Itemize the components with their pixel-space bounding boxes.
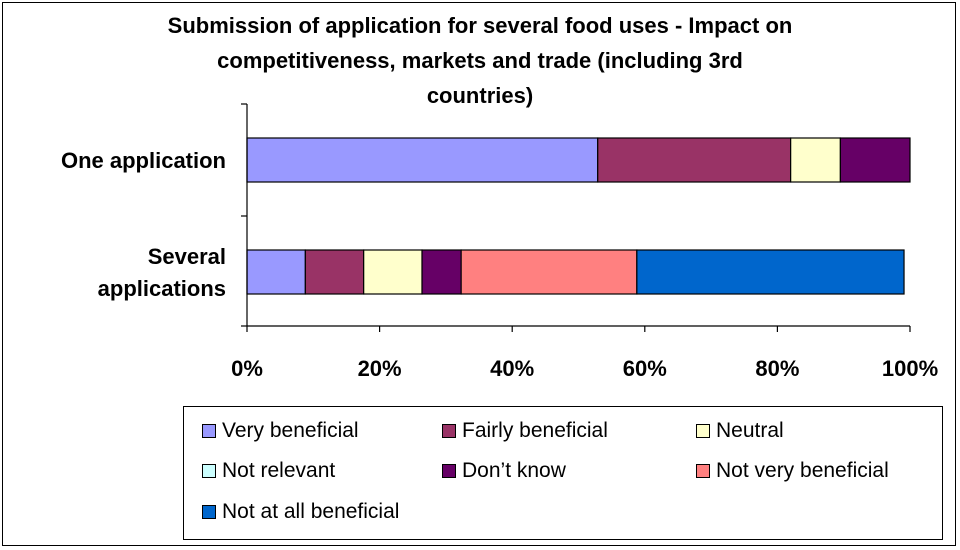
legend-item-5: Don’t know (442, 459, 566, 483)
x-tick-label-3: 40% (490, 356, 534, 381)
legend-item-6: Not very beneficial (696, 459, 889, 483)
legend-item-3: Neutral (696, 419, 784, 443)
legend-swatch-6 (696, 464, 710, 478)
bar-segment-2-7 (636, 249, 905, 295)
legend-label-3: Neutral (716, 419, 784, 442)
legend-swatch-7 (202, 505, 216, 519)
bar-segment-1-1 (246, 137, 599, 183)
legend-label-7: Not at all beneficial (222, 500, 400, 523)
legend-swatch-2 (442, 424, 456, 438)
chart-title: Submission of application for several fo… (60, 8, 900, 113)
bar-segment-1-2 (597, 137, 792, 183)
legend-swatch-5 (442, 464, 456, 478)
chart-title-line-1: Submission of application for several fo… (167, 13, 793, 38)
chart-title-line-2: competitiveness, markets and trade (incl… (217, 48, 743, 73)
legend-item-4: Not relevant (202, 459, 335, 483)
bar-segment-1-3 (790, 137, 841, 183)
legend-label-1: Very beneficial (222, 419, 359, 442)
legend-item-1: Very beneficial (202, 419, 359, 443)
bar-segment-2-5 (421, 249, 462, 295)
x-tick-label-4: 60% (623, 356, 667, 381)
bar-segment-2-2 (304, 249, 365, 295)
x-tick-label-1: 0% (231, 356, 263, 381)
x-tick-label-2: 20% (358, 356, 402, 381)
chart-legend: Very beneficial Fairly beneficial Neutral N… (183, 406, 943, 540)
x-tick-label-6: 100% (882, 356, 938, 381)
bar-segment-2-1 (246, 249, 306, 295)
legend-swatch-1 (202, 424, 216, 438)
legend-label-2: Fairly beneficial (462, 419, 608, 442)
bar-segment-1-5 (839, 137, 911, 183)
legend-label-6: Not very beneficial (716, 459, 889, 482)
bar-segment-2-3 (363, 249, 423, 295)
legend-swatch-3 (696, 424, 710, 438)
legend-item-2: Fairly beneficial (442, 419, 608, 443)
legend-label-5: Don’t know (462, 459, 566, 482)
chart-title-line-3: countries) (426, 83, 534, 108)
legend-label-4: Not relevant (222, 459, 336, 482)
x-tick-label-5: 80% (755, 356, 799, 381)
category-label-2-line-2: applications (98, 276, 226, 301)
legend-swatch-4 (202, 464, 216, 478)
bar-segment-2-6 (460, 249, 638, 295)
category-label-1: One application (61, 148, 226, 173)
legend-item-7: Not at all beneficial (202, 500, 399, 524)
category-label-2-line-1: Several (148, 244, 226, 269)
